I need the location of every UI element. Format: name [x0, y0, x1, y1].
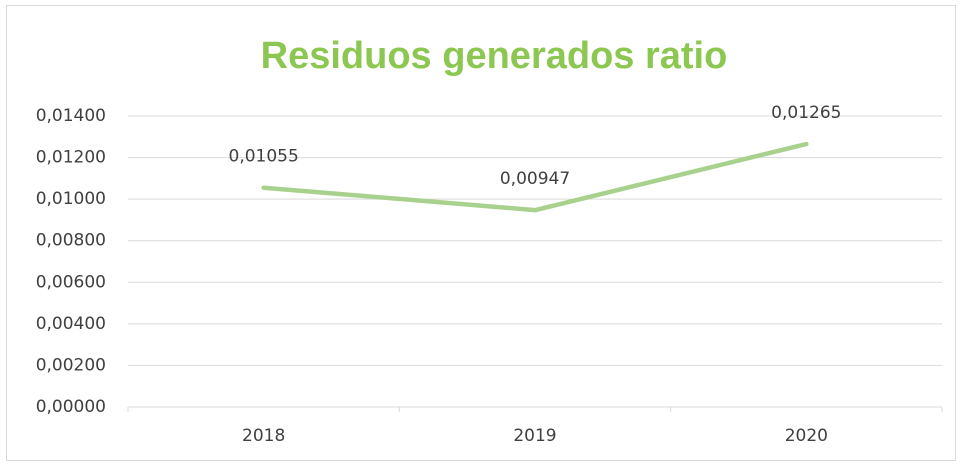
y-tick-label: 0,01000 — [36, 189, 106, 209]
y-tick-label: 0,00000 — [36, 397, 106, 417]
data-line — [261, 141, 809, 213]
y-tick-label: 0,00600 — [36, 272, 106, 292]
x-tick-label: 2019 — [513, 426, 556, 446]
data-label: 0,00947 — [500, 169, 570, 189]
data-label: 0,01055 — [229, 147, 299, 167]
data-label: 0,01265 — [771, 103, 841, 123]
y-tick-label: 0,01400 — [36, 106, 106, 126]
chart-border — [6, 5, 956, 461]
y-tick-label: 0,00200 — [36, 355, 106, 375]
y-tick-label: 0,00800 — [36, 231, 106, 251]
x-tick-label: 2018 — [242, 426, 285, 446]
y-tick-label: 0,01200 — [36, 148, 106, 168]
x-tick-label: 2020 — [785, 426, 828, 446]
y-tick-label: 0,00400 — [36, 314, 106, 334]
chart-title: Residuos generados ratio — [261, 35, 728, 77]
